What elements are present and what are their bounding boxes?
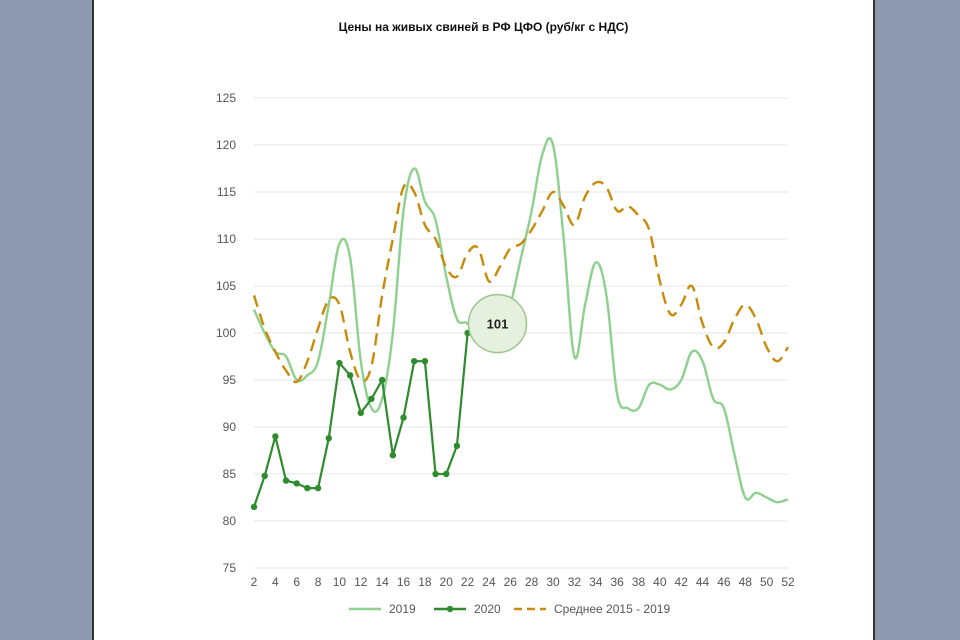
legend-marker-1 bbox=[446, 605, 454, 613]
x-tick-label: 40 bbox=[653, 575, 667, 589]
chart-title: Цены на живых свиней в РФ ЦФО (руб/кг с … bbox=[338, 20, 629, 34]
x-tick-label: 12 bbox=[354, 575, 368, 589]
series-2-line bbox=[252, 180, 790, 384]
x-tick-label: 36 bbox=[610, 575, 624, 589]
series-1-point bbox=[250, 503, 258, 511]
series-1-point bbox=[378, 376, 386, 384]
x-tick-label: 38 bbox=[632, 575, 646, 589]
y-tick-label: 80 bbox=[223, 514, 237, 528]
x-tick-label: 8 bbox=[315, 575, 322, 589]
series-1-point bbox=[261, 472, 268, 480]
series-1-point bbox=[432, 470, 439, 478]
x-tick-label: 16 bbox=[397, 575, 411, 589]
chart-sheet: Цены на живых свиней в РФ ЦФО (руб/кг с … bbox=[92, 0, 875, 640]
x-tick-label: 20 bbox=[440, 575, 454, 589]
x-tick-label: 26 bbox=[504, 575, 518, 589]
series-1-point bbox=[314, 484, 322, 492]
y-tick-label: 75 bbox=[223, 561, 237, 575]
series-1-point bbox=[411, 358, 418, 365]
series-1-point bbox=[282, 477, 290, 484]
y-tick-label: 100 bbox=[216, 326, 236, 340]
x-tick-label: 30 bbox=[546, 575, 560, 589]
series-1-point bbox=[453, 442, 461, 449]
x-tick-label: 24 bbox=[482, 575, 496, 589]
callout-label: 101 bbox=[487, 317, 509, 332]
series-1-point bbox=[346, 372, 354, 379]
x-tick-label: 34 bbox=[589, 575, 603, 589]
series-1-point bbox=[293, 480, 300, 487]
legend-label-0: 2019 bbox=[389, 602, 416, 616]
x-tick-label: 14 bbox=[375, 575, 389, 589]
x-tick-label: 6 bbox=[293, 575, 300, 589]
legend-label-2: Среднее 2015 - 2019 bbox=[554, 602, 670, 616]
x-tick-label: 10 bbox=[333, 575, 347, 589]
y-tick-label: 110 bbox=[217, 232, 236, 246]
series-1-point bbox=[357, 409, 364, 417]
series-1-point bbox=[389, 452, 397, 459]
x-tick-label: 48 bbox=[739, 575, 753, 589]
series-1-point bbox=[325, 435, 332, 442]
y-tick-label: 120 bbox=[216, 138, 236, 152]
series-1-point bbox=[336, 359, 343, 367]
y-tick-label: 105 bbox=[216, 279, 236, 293]
x-tick-label: 50 bbox=[760, 575, 774, 589]
y-tick-label: 85 bbox=[223, 467, 237, 481]
x-tick-label: 42 bbox=[675, 575, 689, 589]
series-1-point bbox=[400, 414, 407, 421]
series-1-point bbox=[304, 484, 311, 492]
callout-bubble bbox=[467, 293, 528, 354]
x-tick-label: 32 bbox=[568, 575, 582, 589]
y-tick-label: 125 bbox=[216, 91, 236, 105]
y-tick-label: 115 bbox=[217, 185, 236, 199]
x-tick-label: 44 bbox=[696, 575, 710, 589]
x-tick-label: 52 bbox=[781, 575, 795, 589]
series-1-point bbox=[272, 433, 279, 440]
y-tick-label: 95 bbox=[223, 373, 237, 387]
x-tick-label: 18 bbox=[418, 575, 432, 589]
x-tick-label: 2 bbox=[251, 575, 258, 589]
series-0-line bbox=[252, 136, 789, 504]
x-tick-label: 22 bbox=[461, 575, 475, 589]
series-1-point bbox=[421, 358, 429, 365]
x-tick-label: 4 bbox=[272, 575, 279, 589]
legend-label-1: 2020 bbox=[474, 602, 501, 616]
x-tick-label: 46 bbox=[717, 575, 731, 589]
y-tick-label: 90 bbox=[223, 420, 237, 434]
series-1-point bbox=[443, 470, 450, 478]
series-1-point bbox=[368, 395, 375, 402]
x-tick-label: 28 bbox=[525, 575, 539, 589]
